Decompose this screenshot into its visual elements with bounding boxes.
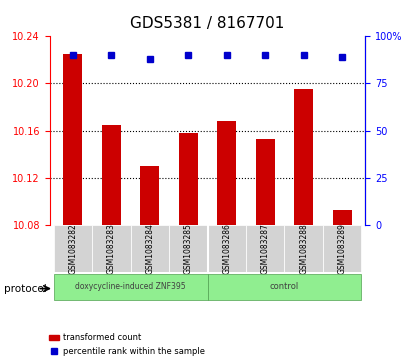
Bar [178, 133, 198, 225]
FancyBboxPatch shape [54, 225, 92, 272]
FancyBboxPatch shape [92, 225, 131, 272]
FancyBboxPatch shape [54, 274, 208, 300]
FancyBboxPatch shape [208, 274, 361, 300]
FancyBboxPatch shape [169, 225, 208, 272]
Text: control: control [270, 282, 299, 291]
Bar [63, 54, 83, 225]
Bar [332, 210, 352, 225]
Bar [294, 89, 313, 225]
Text: protocol: protocol [4, 284, 47, 294]
FancyBboxPatch shape [246, 225, 284, 272]
Text: GSM1083286: GSM1083286 [222, 223, 231, 274]
Bar [256, 139, 275, 225]
FancyBboxPatch shape [323, 225, 361, 272]
Text: GSM1083283: GSM1083283 [107, 223, 116, 274]
Text: GSM1083289: GSM1083289 [338, 223, 347, 274]
Text: GSM1083284: GSM1083284 [145, 223, 154, 274]
Bar [102, 125, 121, 225]
FancyBboxPatch shape [131, 225, 169, 272]
Text: GDS5381 / 8167701: GDS5381 / 8167701 [130, 16, 285, 31]
Text: GSM1083288: GSM1083288 [299, 223, 308, 274]
Text: doxycycline-induced ZNF395: doxycycline-induced ZNF395 [75, 282, 186, 291]
Text: GSM1083282: GSM1083282 [68, 223, 77, 274]
Bar [217, 121, 237, 225]
Bar [140, 166, 159, 225]
FancyBboxPatch shape [208, 225, 246, 272]
Text: GSM1083285: GSM1083285 [184, 223, 193, 274]
Text: GSM1083287: GSM1083287 [261, 223, 270, 274]
Legend: transformed count, percentile rank within the sample: transformed count, percentile rank withi… [46, 330, 208, 359]
FancyBboxPatch shape [284, 225, 323, 272]
